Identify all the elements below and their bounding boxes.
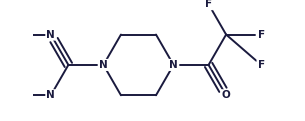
Text: F: F [258,60,265,70]
Text: N: N [169,60,178,70]
Text: N: N [46,90,55,100]
Text: N: N [46,30,55,40]
Text: O: O [222,90,231,100]
Text: F: F [205,0,212,9]
Text: N: N [99,60,108,70]
Text: F: F [258,30,265,40]
